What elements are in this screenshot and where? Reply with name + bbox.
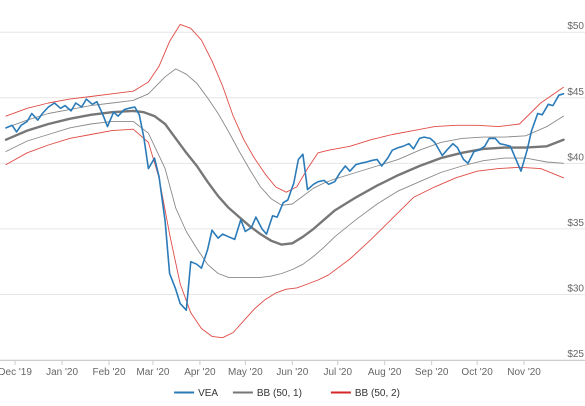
legend-label: BB (50, 1) xyxy=(257,388,302,399)
series-line-bb-50-2 xyxy=(5,23,564,193)
y-tick-label: $25 xyxy=(567,349,584,360)
legend[interactable]: VEA BB (50, 1) BB (50, 2) xyxy=(174,388,400,399)
x-tick-label: Dec '19 xyxy=(0,367,32,378)
x-tick-label: Aug '20 xyxy=(368,367,402,378)
y-tick-label: $50 xyxy=(567,21,584,32)
x-tick-label: Sep '20 xyxy=(415,367,449,378)
x-tick-label: Jul '20 xyxy=(323,367,352,378)
x-tick-label: Mar '20 xyxy=(136,367,169,378)
legend-label: BB (50, 2) xyxy=(355,388,400,399)
y-tick-label: $35 xyxy=(567,218,584,229)
y-tick-label: $40 xyxy=(567,152,584,163)
y-tick-label: $30 xyxy=(567,283,584,294)
x-tick-label: Oct '20 xyxy=(461,367,493,378)
x-tick-label: Feb '20 xyxy=(92,367,125,378)
grid-lines xyxy=(0,31,585,361)
legend-item[interactable]: VEA xyxy=(174,388,218,399)
x-tick-label: Jun '20 xyxy=(276,367,308,378)
y-tick-label: $45 xyxy=(567,87,584,98)
y-axis-labels: $25 $30 $35 $40 $45 $50 xyxy=(567,21,584,360)
series-line-bb-50-1-upper xyxy=(5,68,564,206)
series-line-bb-50-1-lower xyxy=(5,120,564,278)
series-line-vea xyxy=(5,93,565,311)
x-tick-label: Jan '20 xyxy=(46,367,78,378)
legend-item[interactable]: BB (50, 2) xyxy=(330,388,400,399)
series-line-bb-50-1 xyxy=(4,109,565,246)
legend-item[interactable]: BB (50, 1) xyxy=(232,388,302,399)
series-line-bb-50-2-lower xyxy=(5,128,564,339)
series-layer xyxy=(4,23,565,339)
x-axis: Dec '19 Jan '20 Feb '20 Mar '20 Apr '20 May '… xyxy=(0,360,585,378)
legend-label: VEA xyxy=(198,388,218,399)
x-tick-label: May '20 xyxy=(228,367,263,378)
x-tick-label: Nov '20 xyxy=(507,367,541,378)
x-tick-label: Apr '20 xyxy=(184,367,216,378)
